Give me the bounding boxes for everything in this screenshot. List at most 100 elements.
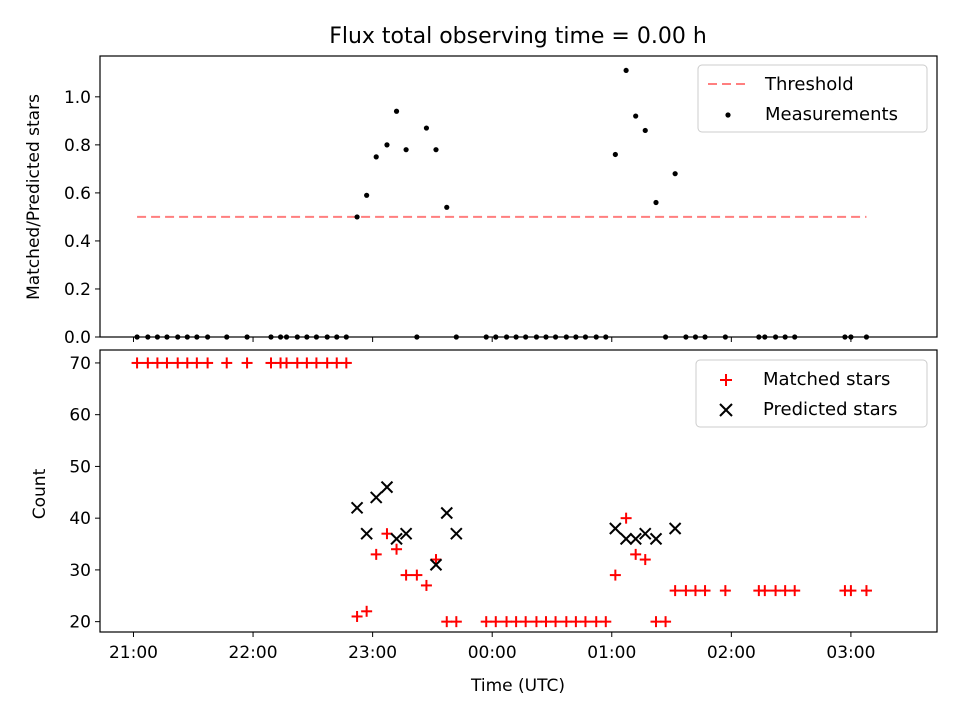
count-y-ticks: 20 30 40 50 60 70 bbox=[69, 354, 100, 633]
measurement-point bbox=[533, 334, 540, 340]
ratio-panel: 0.0 0.2 0.4 0.6 0.8 1.0 Matched/Predicted sta… bbox=[24, 55, 938, 348]
predicted-star-point bbox=[668, 522, 682, 535]
matched-star-point bbox=[490, 616, 502, 628]
measurement-point bbox=[543, 334, 549, 340]
measurement-point bbox=[772, 334, 779, 340]
matched-star-point bbox=[579, 616, 591, 628]
matched-star-point bbox=[590, 616, 602, 628]
matched-star-point bbox=[660, 616, 672, 628]
ratio-y-axis-label: Matched/Predicted stars bbox=[24, 94, 44, 300]
measurement-point bbox=[277, 334, 284, 340]
matched-star-point bbox=[241, 357, 253, 369]
measurement-point bbox=[563, 334, 569, 340]
matched-star-point bbox=[281, 357, 293, 369]
measurement-point bbox=[164, 334, 170, 340]
count-panel: 20 30 40 50 60 70 21:00 22:00 23:00 00:00 01:00 02… bbox=[30, 349, 938, 696]
measurement-point bbox=[414, 334, 420, 340]
predicted-star-point bbox=[370, 491, 383, 504]
count-y-tick-label: 30 bbox=[69, 561, 91, 581]
count-marks bbox=[131, 357, 872, 628]
ratio-y-tick-label: 0.2 bbox=[64, 280, 91, 300]
measurement-point bbox=[692, 334, 699, 340]
measurement-point bbox=[184, 334, 190, 340]
ratio-x-ticks bbox=[132, 337, 852, 342]
matched-star-point bbox=[759, 585, 771, 597]
measurement-point bbox=[175, 334, 181, 340]
measurement-point bbox=[154, 334, 160, 340]
measurement-point bbox=[552, 334, 559, 340]
matched-star-point bbox=[161, 357, 173, 369]
measurement-point bbox=[483, 334, 489, 340]
measurement-point bbox=[672, 171, 678, 177]
measurement-point bbox=[702, 334, 708, 340]
predicted-star-point bbox=[649, 532, 663, 546]
measurement-point bbox=[433, 147, 439, 153]
measurement-point bbox=[503, 334, 510, 340]
matched-star-point bbox=[221, 357, 233, 369]
measurement-point bbox=[493, 334, 499, 340]
measurement-point bbox=[573, 334, 579, 340]
matched-star-point bbox=[600, 616, 612, 628]
matched-star-point bbox=[699, 585, 711, 597]
matched-star-point bbox=[202, 357, 214, 369]
matched-star-point bbox=[689, 585, 701, 597]
matched-star-point bbox=[510, 616, 522, 628]
ratio-legend: Threshold Measurements bbox=[697, 64, 928, 133]
legend-threshold-label: Threshold bbox=[764, 74, 854, 95]
x-tick-label: 00:00 bbox=[468, 643, 517, 663]
measurement-point bbox=[582, 334, 589, 340]
measurement-point bbox=[653, 199, 659, 206]
matched-star-point bbox=[430, 554, 442, 566]
measurement-point bbox=[354, 214, 360, 220]
measurement-point bbox=[393, 108, 400, 114]
matched-star-point bbox=[441, 616, 453, 628]
predicted-star-point bbox=[429, 558, 443, 571]
legend-matched-label: Matched stars bbox=[763, 369, 890, 390]
matched-star-point bbox=[191, 357, 203, 369]
matched-star-point bbox=[630, 548, 642, 560]
matched-star-point bbox=[609, 569, 621, 581]
measurement-point bbox=[623, 67, 629, 74]
predicted-star-point bbox=[629, 532, 642, 546]
predicted-star-point bbox=[450, 527, 463, 540]
measurement-point bbox=[134, 334, 140, 340]
count-y-tick-label: 40 bbox=[69, 509, 91, 529]
matched-star-point bbox=[450, 616, 462, 628]
legend-matched-swatch bbox=[720, 374, 732, 386]
matched-star-point bbox=[480, 616, 492, 628]
matched-star-point bbox=[770, 585, 782, 597]
measurement-point bbox=[268, 334, 274, 340]
count-x-ticks: 21:00 22:00 23:00 00:00 01:00 02:00 03:00 bbox=[109, 632, 875, 663]
measurement-point bbox=[603, 334, 609, 340]
measurement-point bbox=[313, 334, 320, 340]
matched-star-point bbox=[680, 585, 692, 597]
measurement-point bbox=[364, 192, 370, 198]
measurement-point bbox=[283, 334, 290, 340]
count-y-tick-label: 70 bbox=[69, 354, 91, 374]
chart-title: Flux total observing time = 0.00 h bbox=[329, 24, 707, 49]
matched-star-point bbox=[639, 554, 651, 566]
measurement-point bbox=[145, 334, 151, 340]
count-legend-box bbox=[695, 359, 928, 428]
matched-star-point bbox=[550, 616, 562, 628]
matched-star-point bbox=[860, 585, 872, 597]
measurement-point bbox=[633, 113, 639, 119]
ratio-y-tick-label: 0.8 bbox=[64, 136, 91, 156]
matched-star-point bbox=[340, 357, 352, 369]
matched-star-point bbox=[265, 357, 277, 369]
measurement-point bbox=[863, 334, 870, 340]
measurement-point bbox=[403, 147, 409, 153]
x-tick-label: 03:00 bbox=[826, 643, 875, 663]
measurement-point bbox=[756, 334, 762, 340]
measurement-point bbox=[453, 334, 459, 340]
matched-star-point bbox=[321, 357, 333, 369]
legend-predicted-swatch bbox=[719, 403, 733, 417]
count-legend: Matched stars Predicted stars bbox=[695, 359, 928, 428]
matched-star-point bbox=[181, 357, 193, 369]
matched-star-point bbox=[172, 357, 184, 369]
ratio-y-tick-label: 0.0 bbox=[64, 328, 91, 348]
matched-star-point bbox=[560, 616, 572, 628]
ratio-y-tick-label: 0.4 bbox=[64, 232, 91, 252]
measurement-point bbox=[523, 334, 529, 340]
measurement-point bbox=[513, 334, 519, 340]
